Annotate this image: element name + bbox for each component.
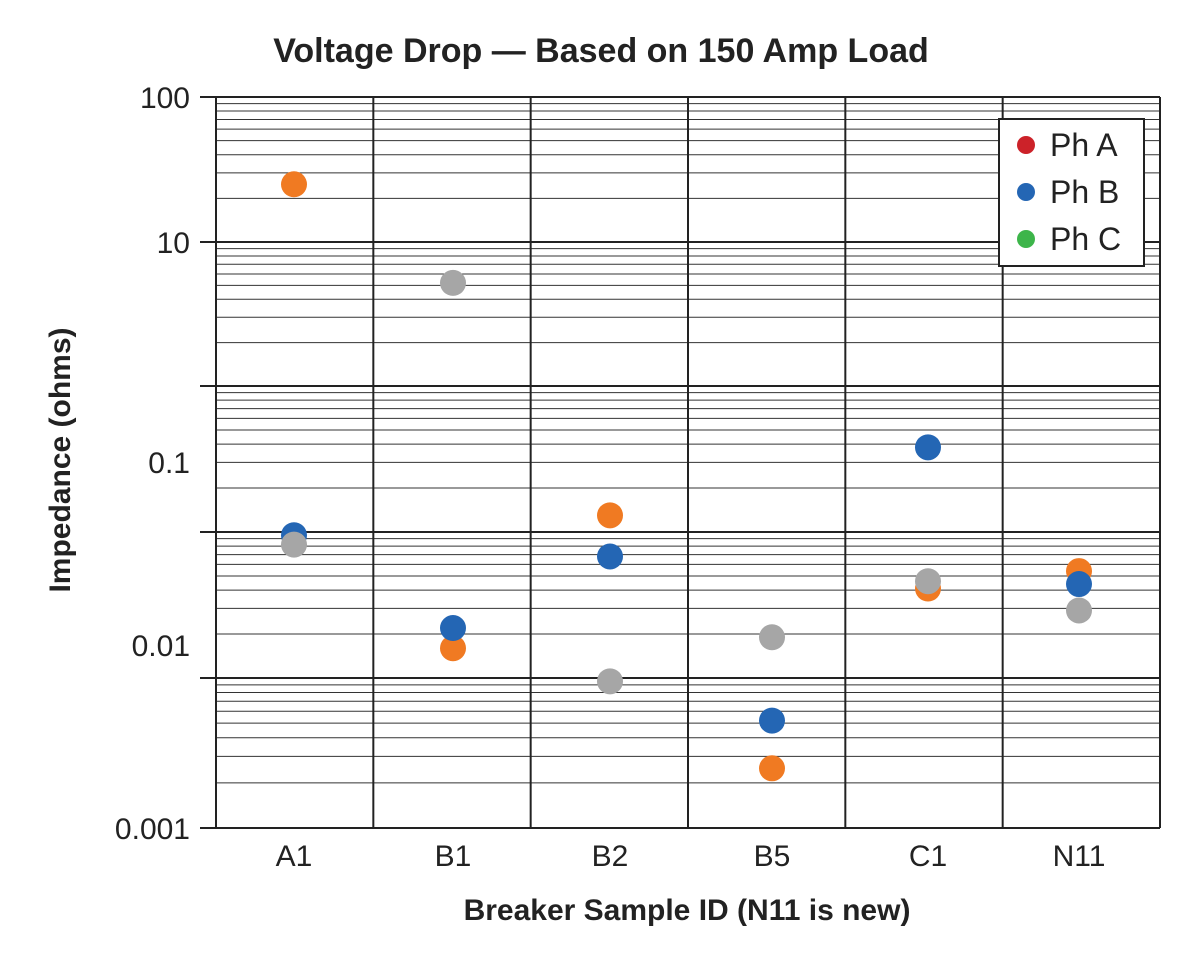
data-point xyxy=(597,668,623,695)
x-axis-title: Breaker Sample ID (N11 is new) xyxy=(464,894,911,927)
data-point xyxy=(1066,571,1092,598)
y-tick-label: 0.001 xyxy=(115,813,190,846)
data-point xyxy=(597,502,623,529)
y-axis-title: Impedance (ohms) xyxy=(44,327,77,592)
data-point xyxy=(1066,597,1092,624)
x-tick-label: B2 xyxy=(592,840,629,873)
x-tick-label: B5 xyxy=(754,840,791,873)
data-points xyxy=(281,171,1092,782)
x-tick-label: C1 xyxy=(909,840,947,873)
data-point xyxy=(759,755,785,782)
data-point xyxy=(281,531,307,558)
data-point xyxy=(440,615,466,642)
data-point xyxy=(281,171,307,198)
y-tick-label: 10 xyxy=(157,227,190,260)
x-tick-label: A1 xyxy=(276,840,313,873)
data-point xyxy=(759,707,785,734)
legend-label: Ph C xyxy=(1050,221,1121,257)
data-point xyxy=(915,568,941,595)
chart-title: Voltage Drop — Based on 150 Amp Load xyxy=(273,32,929,70)
x-tick-label: N11 xyxy=(1053,840,1106,873)
y-tick-label: 100 xyxy=(140,82,190,115)
legend-marker xyxy=(1017,230,1035,248)
legend-marker xyxy=(1017,183,1035,201)
legend-marker xyxy=(1017,136,1035,154)
legend-label: Ph A xyxy=(1050,127,1118,163)
x-tick-label: B1 xyxy=(435,840,472,873)
y-tick-labels: 100 10 0.1 0.01 0.001 xyxy=(115,82,190,846)
y-tick-label: 0.01 xyxy=(132,630,190,663)
data-point xyxy=(440,269,466,296)
legend: Ph A Ph B Ph C xyxy=(998,118,1145,267)
data-point xyxy=(440,635,466,662)
data-point xyxy=(759,624,785,651)
data-point xyxy=(915,434,941,461)
legend-label: Ph B xyxy=(1050,174,1119,210)
x-tick-labels: A1 B1 B2 B5 C1 N11 xyxy=(276,840,1106,873)
data-point xyxy=(597,543,623,570)
y-tick-label: 0.1 xyxy=(148,447,190,480)
